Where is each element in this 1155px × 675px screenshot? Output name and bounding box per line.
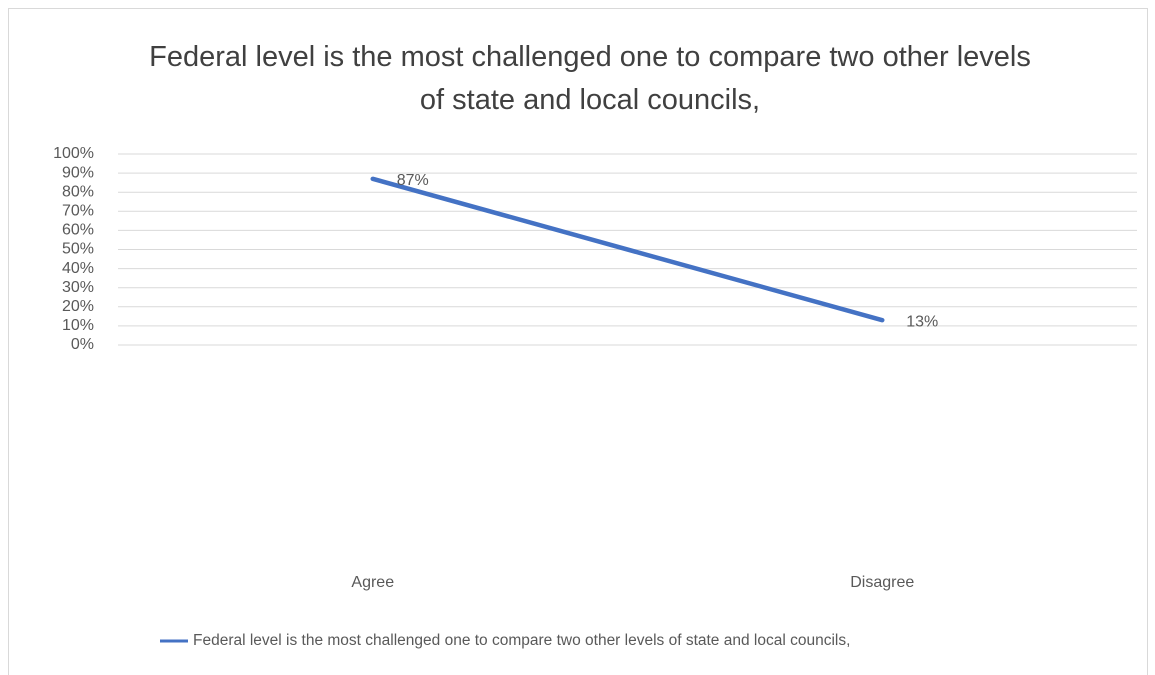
y-tick-label: 10% [62, 317, 94, 334]
y-tick-label: 50% [62, 241, 94, 258]
y-tick-label: 80% [62, 183, 94, 200]
line [370, 176, 885, 323]
y-tick-label: 70% [62, 203, 94, 220]
chart-title: Federal level is the most challenged one… [149, 41, 1031, 116]
x-tick-label: Disagree [850, 574, 914, 591]
y-tick-label: 60% [62, 222, 94, 239]
y-tick-label: 20% [62, 298, 94, 315]
y-tick-label: 40% [62, 260, 94, 277]
data-label: 13% [906, 313, 938, 330]
y-tick-label: 100% [53, 145, 94, 162]
y-tick-label: 0% [71, 336, 94, 353]
legend-label: Federal level is the most challenged one… [193, 632, 850, 649]
y-tick-label: 90% [62, 164, 94, 181]
x-tick-label: Agree [351, 574, 394, 591]
data-label: 87% [397, 172, 429, 189]
chart-frame [8, 8, 1148, 675]
y-tick-label: 30% [62, 279, 94, 296]
